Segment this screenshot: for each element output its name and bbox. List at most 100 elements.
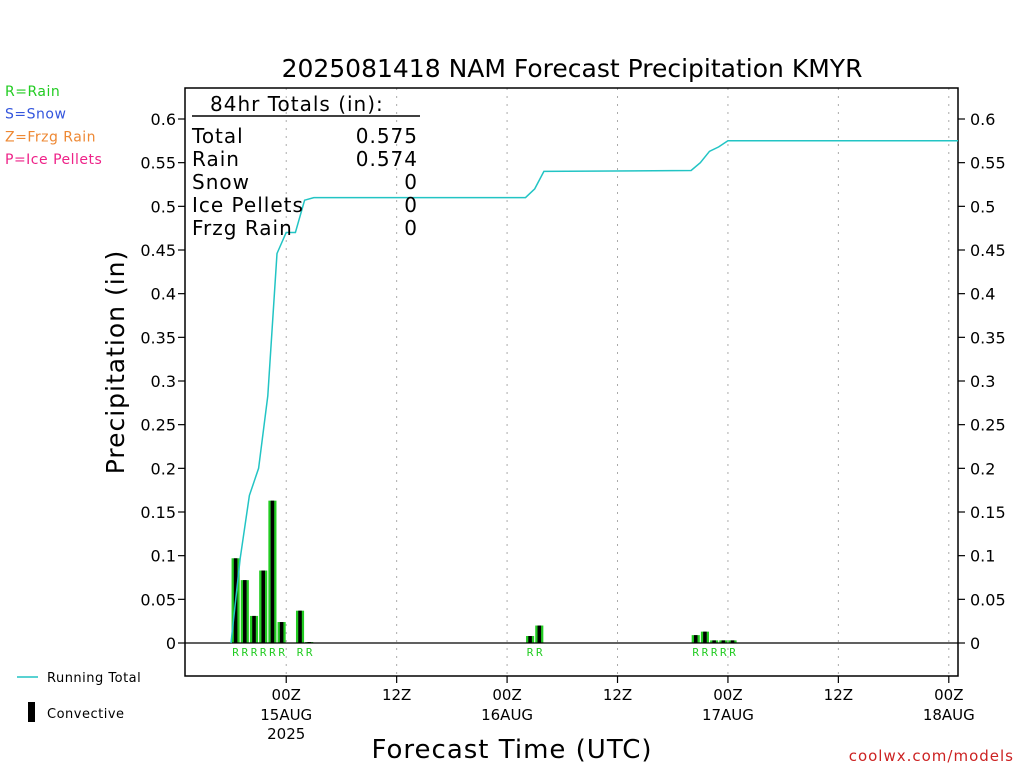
precip-type-label: R <box>306 646 313 659</box>
y-tick-label-right: 0.05 <box>970 590 1006 609</box>
convective-bar <box>270 500 275 643</box>
y-tick-label-right: 0 <box>970 634 980 653</box>
y-tick-label-right: 0.45 <box>970 241 1006 260</box>
grid <box>285 88 950 676</box>
x-tick-year: 2025 <box>267 725 305 743</box>
totals-box: 84hr Totals (in): Total 0.575 Rain 0.574 Sno… <box>191 92 420 240</box>
y-tick-label-left: 0.2 <box>151 459 176 478</box>
x-tick-label: 12Z <box>382 686 411 704</box>
convective-bar <box>279 622 284 643</box>
y-tick-label-right: 0.6 <box>970 110 995 129</box>
precip-type-legend-entry: R=Rain <box>5 84 60 100</box>
running-total-line <box>230 140 958 644</box>
precip-type-legend-entry: Z=Frzg Rain <box>5 129 96 145</box>
y-tick-label-right: 0.15 <box>970 503 1006 522</box>
y-tick-label-left: 0.55 <box>140 154 176 173</box>
y-axis-left: 0 0.05 0.1 0.15 0.2 0.25 0.3 0.35 0.4 0.45 0.5 0.55… <box>140 110 185 653</box>
series-legend: Running Total Convective <box>17 671 141 722</box>
precip-type-label: R <box>729 646 736 659</box>
totals-row-value: 0 <box>404 216 418 240</box>
precip-type-label: R <box>232 646 239 659</box>
y-tick-label-left: 0 <box>166 634 176 653</box>
x-tick-label: 00Z <box>713 686 742 704</box>
convective-bar <box>712 640 716 643</box>
y-tick-label-left: 0.4 <box>151 285 176 304</box>
x-tick-label: 00Z <box>934 686 963 704</box>
y-tick-label-left: 0.45 <box>140 241 176 260</box>
convective-bar <box>243 580 247 643</box>
y-tick-label-right: 0.25 <box>970 416 1006 435</box>
x-tick-label: 12Z <box>603 686 632 704</box>
y-tick-label-left: 0.6 <box>151 110 176 129</box>
precip-type-label: R <box>278 646 285 659</box>
convective-bar <box>261 570 266 643</box>
totals-row-label: Total <box>191 124 244 148</box>
totals-row-label: Frzg Rain <box>192 216 293 240</box>
precip-type-label: R <box>527 646 534 659</box>
convective-legend-swatch <box>28 702 35 722</box>
convective-bar <box>537 625 542 643</box>
precip-type-label: R <box>711 646 718 659</box>
y-tick-label-left: 0.3 <box>151 372 176 391</box>
credit-text: coolwx.com/models <box>849 747 1014 765</box>
totals-row-value: 0.575 <box>356 124 418 148</box>
precip-type-legend-entry: P=Ice Pellets <box>5 152 102 168</box>
y-tick-label-left: 0.5 <box>151 197 176 216</box>
precip-type-legend: R=Rain S=Snow Z=Frzg Rain P=Ice Pellets <box>5 84 102 168</box>
y-tick-label-right: 0.2 <box>970 459 995 478</box>
convective-bar <box>730 640 735 643</box>
totals-row-label: Snow <box>192 170 250 194</box>
convective-bar <box>528 636 532 643</box>
totals-row-value: 0 <box>404 170 418 194</box>
x-tick-date: 16AUG <box>481 706 533 724</box>
precip-type-label: R <box>536 646 543 659</box>
running-total-legend-label: Running Total <box>47 671 141 686</box>
plot-frame <box>184 87 959 677</box>
y-tick-label-right: 0.3 <box>970 372 995 391</box>
totals-row-value: 0.574 <box>356 147 418 171</box>
bars-layer <box>231 500 737 643</box>
convective-legend-label: Convective <box>47 707 125 722</box>
totals-row-label: Rain <box>192 147 240 171</box>
chart-title: 2025081418 NAM Forecast Precipitation KM… <box>282 54 863 83</box>
precip-type-label: R <box>251 646 258 659</box>
x-tick-date: 18AUG <box>923 706 975 724</box>
convective-bar <box>721 640 726 643</box>
y-tick-label-right: 0.55 <box>970 154 1006 173</box>
totals-heading: 84hr Totals (in): <box>210 92 384 116</box>
precip-type-label: R <box>260 646 267 659</box>
precip-type-label: R <box>702 646 709 659</box>
y-axis-right: 0 0.05 0.1 0.15 0.2 0.25 0.3 0.35 0.4 0.45 0.5 0.55… <box>958 110 1006 653</box>
y-tick-label-right: 0.4 <box>970 285 995 304</box>
convective-bar <box>703 631 707 643</box>
precip-type-label: R <box>720 646 727 659</box>
y-tick-label-right: 0.5 <box>970 197 995 216</box>
convective-bar <box>693 635 698 643</box>
x-tick-label: 00Z <box>272 686 301 704</box>
y-tick-label-right: 0.35 <box>970 328 1006 347</box>
convective-bar <box>252 615 256 643</box>
y-axis-label: Precipitation (in) <box>101 250 130 475</box>
y-tick-label-left: 0.05 <box>140 590 176 609</box>
y-tick-label-left: 0.15 <box>140 503 176 522</box>
precip-type-label: R <box>692 646 699 659</box>
precip-type-legend-entry: S=Snow <box>5 107 66 123</box>
y-tick-label-left: 0.1 <box>151 547 176 566</box>
y-tick-label-right: 0.1 <box>970 547 995 566</box>
convective-bar <box>298 610 302 643</box>
x-tick-date: 17AUG <box>702 706 754 724</box>
y-tick-label-left: 0.35 <box>140 328 176 347</box>
precip-type-label: R <box>269 646 276 659</box>
x-tick-date: 15AUG <box>260 706 312 724</box>
x-tick-label: 00Z <box>492 686 521 704</box>
precip-type-label: R <box>242 646 249 659</box>
precip-type-label: R <box>297 646 304 659</box>
x-axis-label: Forecast Time (UTC) <box>371 735 652 765</box>
y-tick-label-left: 0.25 <box>140 416 176 435</box>
totals-row-label: Ice Pellets <box>192 193 304 217</box>
totals-row-value: 0 <box>404 193 418 217</box>
x-tick-label: 12Z <box>824 686 853 704</box>
